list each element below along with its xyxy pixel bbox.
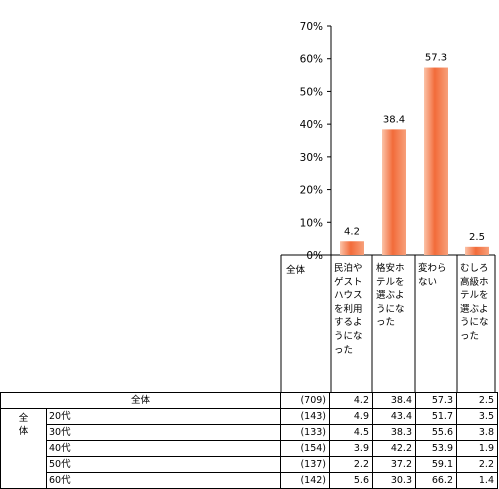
bar	[382, 129, 406, 255]
sample-size: (143)	[280, 408, 330, 425]
data-label: 2.5	[469, 232, 485, 243]
cell-value: 2.2	[456, 456, 498, 473]
cell-value: 4.9	[329, 408, 373, 425]
cell-value: 38.3	[372, 424, 416, 441]
table-row: 30代 (133) 4.5 38.3 55.6 3.8	[1, 424, 498, 441]
sample-size: (133)	[280, 424, 330, 441]
y-tick-label: 0%	[306, 250, 323, 262]
cell-value: 38.4	[372, 392, 416, 409]
row-label: 全体	[0, 392, 281, 409]
total-column-header: 全体	[286, 265, 306, 276]
y-tick-label: 40%	[300, 119, 323, 131]
bar	[424, 67, 448, 255]
y-tick-label: 10%	[300, 217, 323, 229]
bar	[465, 246, 489, 255]
y-tick-label: 30%	[300, 152, 323, 164]
data-table: 全体 (709) 4.2 38.4 57.3 2.5 全体 20代 (143) 4.9 43.4 51…	[0, 392, 498, 489]
cell-value: 59.1	[415, 456, 457, 473]
y-tick-label: 70%	[300, 21, 323, 33]
group-label: 全体	[0, 408, 47, 489]
cell-value: 5.6	[329, 472, 373, 489]
cell-value: 4.2	[329, 392, 373, 409]
cell-value: 53.9	[415, 440, 457, 457]
row-label: 30代	[46, 424, 281, 441]
cell-value: 57.3	[415, 392, 457, 409]
y-tick-label: 50%	[300, 86, 323, 98]
table-row-total: 全体 (709) 4.2 38.4 57.3 2.5	[0, 392, 498, 409]
cell-value: 2.5	[456, 392, 498, 409]
group-label-text: 全体	[18, 413, 29, 437]
cell-value: 51.7	[415, 408, 457, 425]
cell-value: 1.9	[456, 440, 498, 457]
y-tick-label: 60%	[300, 54, 323, 66]
table-row: 60代 (142) 5.6 30.3 66.2 1.4	[1, 472, 498, 489]
sample-size: (154)	[280, 440, 330, 457]
cell-value: 3.8	[456, 424, 498, 441]
cell-value: 3.9	[329, 440, 373, 457]
row-label: 50代	[46, 456, 281, 473]
row-label: 40代	[46, 440, 281, 457]
y-tick-label: 20%	[300, 185, 323, 197]
table-row: 全体 20代 (143) 4.9 43.4 51.7 3.5	[0, 408, 498, 489]
cell-value: 1.4	[456, 472, 498, 489]
data-label: 4.2	[344, 226, 360, 237]
sample-size: (709)	[280, 392, 330, 409]
data-label: 38.4	[383, 114, 405, 125]
bars: 4.2 38.4 57.3 2.5	[340, 53, 489, 255]
y-axis: 70% 60% 50% 40% 30% 20% 10% 0%	[280, 21, 496, 392]
sample-size: (142)	[280, 472, 330, 489]
bar	[340, 241, 364, 255]
cell-value: 66.2	[415, 472, 457, 489]
category-label: 格安ホテルを選ぶようになった	[376, 263, 405, 329]
cell-value: 42.2	[372, 440, 416, 457]
row-label: 60代	[46, 472, 281, 489]
cell-value: 2.2	[329, 456, 373, 473]
cell-value: 55.6	[415, 424, 457, 441]
table-row: 50代 (137) 2.2 37.2 59.1 2.2	[1, 456, 498, 473]
category-label: むしろ高級ホテルを選ぶようになった	[460, 263, 489, 342]
category-label: 民泊やゲストハウスを利用するようになった	[334, 263, 363, 356]
table-row: 40代 (154) 3.9 42.2 53.9 1.9	[1, 440, 498, 457]
data-label: 57.3	[425, 53, 447, 64]
category-label: 変わらない	[418, 263, 447, 288]
cell-value: 30.3	[372, 472, 416, 489]
row-label: 20代	[46, 408, 281, 425]
sample-size: (137)	[280, 456, 330, 473]
cell-value: 37.2	[372, 456, 416, 473]
cell-value: 4.5	[329, 424, 373, 441]
cell-value: 43.4	[372, 408, 416, 425]
cell-value: 3.5	[456, 408, 498, 425]
